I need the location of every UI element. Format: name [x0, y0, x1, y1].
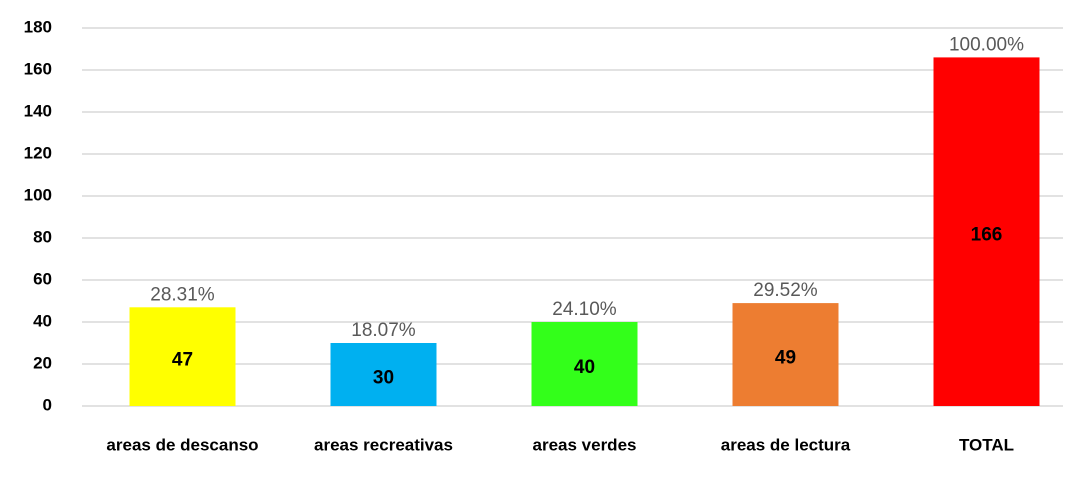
value-label: 40: [574, 357, 595, 378]
y-tick-label: 160: [24, 59, 52, 78]
x-tick-label: areas verdes: [533, 435, 637, 454]
percent-label: 24.10%: [552, 299, 617, 320]
y-tick-label: 180: [24, 17, 52, 36]
x-tick-label: areas recreativas: [314, 435, 453, 454]
value-label: 47: [172, 350, 193, 371]
x-tick-label: TOTAL: [959, 435, 1014, 454]
percent-label: 100.00%: [949, 34, 1024, 55]
percent-label: 18.07%: [351, 320, 416, 341]
bar: [732, 303, 839, 406]
bar: [330, 343, 437, 406]
x-tick-label: areas de lectura: [721, 435, 851, 454]
bar: [933, 57, 1040, 407]
bar: [129, 307, 236, 406]
bar: [531, 322, 638, 406]
y-tick-label: 80: [33, 227, 52, 246]
y-tick-label: 20: [33, 353, 52, 372]
y-tick-label: 140: [24, 101, 52, 120]
y-tick-label: 60: [33, 269, 52, 288]
y-tick-label: 120: [24, 143, 52, 162]
x-tick-label: areas de descanso: [106, 435, 258, 454]
percent-label: 29.52%: [753, 280, 818, 301]
value-label: 30: [373, 368, 394, 389]
value-label: 49: [775, 348, 796, 369]
y-tick-label: 0: [43, 395, 52, 414]
value-label: 166: [971, 225, 1003, 246]
percent-label: 28.31%: [150, 284, 215, 305]
y-tick-label: 40: [33, 311, 52, 330]
y-tick-label: 100: [24, 185, 52, 204]
